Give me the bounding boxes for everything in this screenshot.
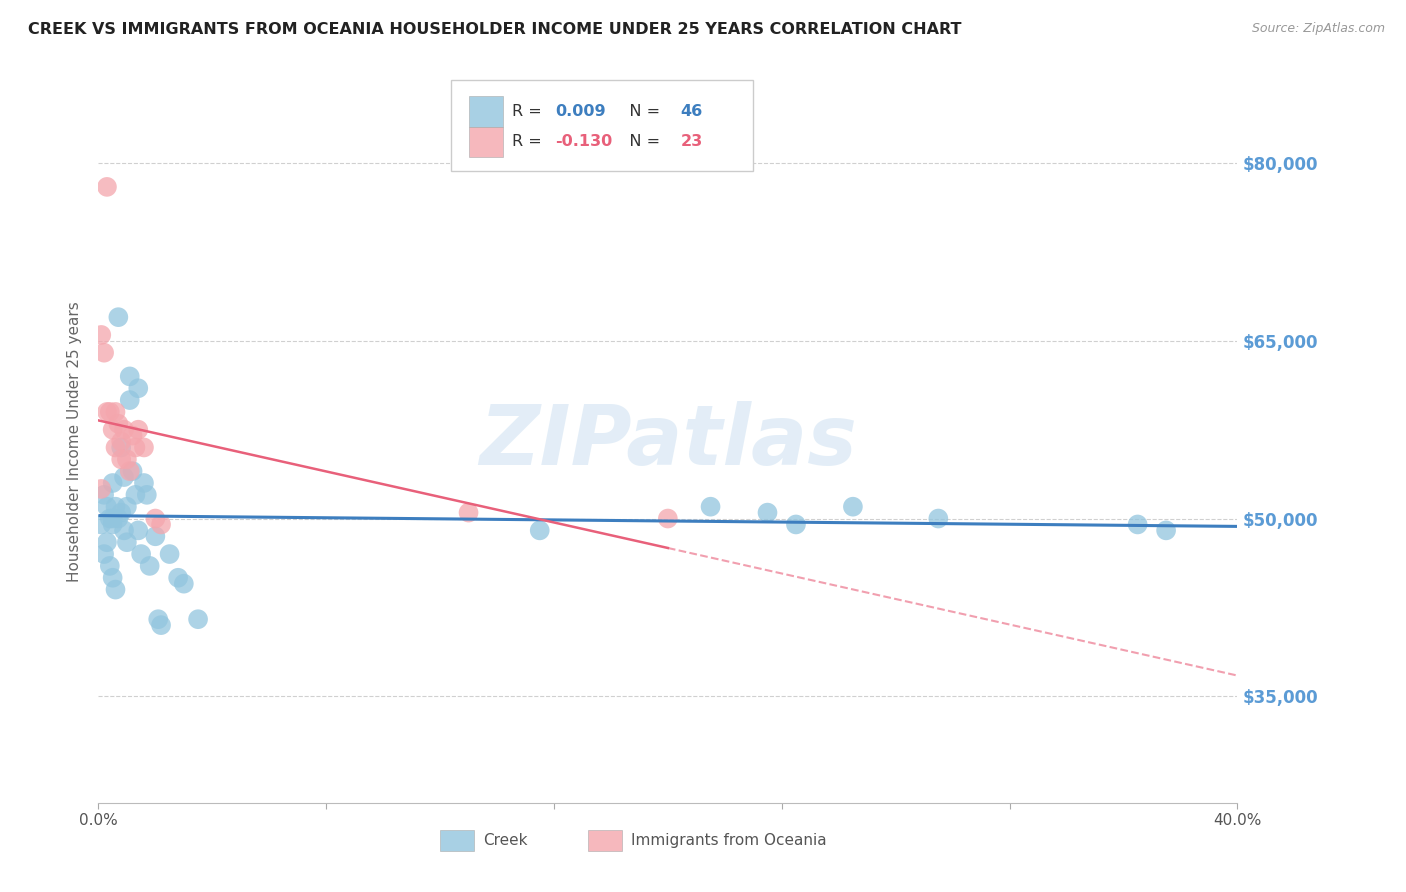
Point — [145, 529, 167, 543]
Point — [90, 517, 112, 532]
Point — [118, 464, 141, 478]
Point — [101, 475, 124, 490]
FancyBboxPatch shape — [468, 127, 503, 157]
Point — [121, 464, 143, 478]
Text: 23: 23 — [681, 134, 703, 149]
Point — [118, 369, 141, 384]
Point — [96, 180, 118, 194]
Point — [104, 500, 127, 514]
Point — [115, 452, 138, 467]
Point — [110, 506, 132, 520]
Point — [93, 345, 115, 359]
Point — [93, 547, 115, 561]
FancyBboxPatch shape — [468, 96, 503, 127]
Point — [110, 452, 132, 467]
Point — [101, 511, 124, 525]
Text: CREEK VS IMMIGRANTS FROM OCEANIA HOUSEHOLDER INCOME UNDER 25 YEARS CORRELATION C: CREEK VS IMMIGRANTS FROM OCEANIA HOUSEHO… — [28, 22, 962, 37]
FancyBboxPatch shape — [451, 80, 754, 170]
Point — [127, 524, 149, 538]
Point — [112, 423, 135, 437]
FancyBboxPatch shape — [588, 830, 623, 851]
Point — [112, 524, 135, 538]
Point — [96, 500, 118, 514]
Point — [90, 482, 112, 496]
Point — [101, 571, 124, 585]
Point — [150, 618, 173, 632]
Point — [1126, 517, 1149, 532]
Point — [699, 500, 721, 514]
Point — [148, 612, 170, 626]
Point — [457, 506, 479, 520]
Point — [90, 327, 112, 342]
Text: N =: N = — [614, 103, 665, 119]
Point — [107, 417, 129, 431]
Point — [115, 500, 138, 514]
Point — [110, 434, 132, 449]
Point — [187, 612, 209, 626]
Point — [104, 441, 127, 455]
Point — [96, 405, 118, 419]
Point — [124, 488, 146, 502]
Point — [127, 381, 149, 395]
Point — [112, 470, 135, 484]
Point — [529, 524, 551, 538]
FancyBboxPatch shape — [440, 830, 474, 851]
Point — [159, 547, 181, 561]
Text: R =: R = — [512, 103, 547, 119]
Point — [1154, 524, 1177, 538]
Point — [104, 582, 127, 597]
Point — [98, 558, 121, 573]
Point — [96, 535, 118, 549]
Point — [101, 517, 124, 532]
Point — [167, 571, 190, 585]
Point — [135, 488, 157, 502]
Text: 46: 46 — [681, 103, 703, 119]
Point — [98, 511, 121, 525]
Point — [756, 506, 779, 520]
Point — [107, 511, 129, 525]
Text: ZIPatlas: ZIPatlas — [479, 401, 856, 482]
Point — [132, 475, 155, 490]
Point — [98, 405, 121, 419]
Text: 0.009: 0.009 — [555, 103, 606, 119]
Point — [124, 441, 146, 455]
Point — [785, 517, 807, 532]
Point — [115, 535, 138, 549]
Point — [104, 405, 127, 419]
Point — [132, 441, 155, 455]
Point — [150, 517, 173, 532]
Text: -0.130: -0.130 — [555, 134, 613, 149]
Text: N =: N = — [614, 134, 665, 149]
Text: Immigrants from Oceania: Immigrants from Oceania — [631, 833, 827, 848]
Point — [145, 511, 167, 525]
Point — [118, 393, 141, 408]
Point — [93, 488, 115, 502]
Point — [138, 558, 160, 573]
Point — [107, 310, 129, 325]
Point — [121, 428, 143, 442]
Point — [657, 511, 679, 525]
Point — [173, 576, 195, 591]
Text: R =: R = — [512, 134, 547, 149]
Point — [927, 511, 949, 525]
Point — [101, 423, 124, 437]
Text: Creek: Creek — [484, 833, 527, 848]
Point — [127, 423, 149, 437]
Point — [842, 500, 865, 514]
Y-axis label: Householder Income Under 25 years: Householder Income Under 25 years — [67, 301, 83, 582]
Point — [129, 547, 152, 561]
Text: Source: ZipAtlas.com: Source: ZipAtlas.com — [1251, 22, 1385, 36]
Point — [110, 441, 132, 455]
